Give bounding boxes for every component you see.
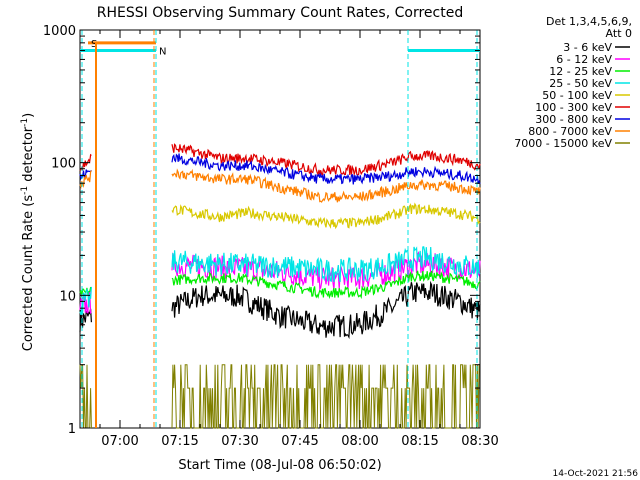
series-line — [79, 168, 481, 203]
legend-label: 300 - 800 keV — [535, 113, 612, 126]
timestamp: 14-Oct-2021 21:56 — [553, 469, 639, 479]
y-axis-label-mid: detector — [21, 126, 36, 186]
marker-group: SN — [80, 30, 480, 428]
x-axis-ticks: 07:00 07:15 07:30 07:45 08:00 08:15 08:30 — [79, 30, 499, 449]
x-tick-label: 08:00 — [341, 434, 378, 449]
x-tick-label: 07:30 — [221, 434, 258, 449]
legend-label: 25 - 50 keV — [549, 77, 612, 90]
legend-label: 50 - 100 keV — [542, 89, 612, 102]
series-line — [171, 202, 481, 230]
legend-header-line-1: Det 1,3,4,5,6,9, — [546, 15, 632, 28]
series-group — [79, 143, 481, 429]
legend-label: 800 - 7000 keV — [528, 125, 612, 138]
y-tick-label: 10 — [59, 289, 76, 304]
y-axis-label-sup2: -1 — [20, 118, 30, 127]
series-line — [79, 280, 481, 340]
legend-label: 12 - 25 keV — [549, 65, 612, 78]
plot-frame — [79, 29, 481, 429]
x-tick-label: 07:00 — [101, 434, 138, 449]
y-axis-ticks: 1 10 100 1000 — [43, 24, 480, 437]
marker-label: N — [159, 47, 166, 58]
x-tick-label: 07:45 — [281, 434, 318, 449]
chart-title: RHESSI Observing Summary Count Rates, Co… — [97, 5, 463, 21]
marker-label: S — [91, 39, 97, 50]
y-tick-label: 1000 — [43, 24, 76, 39]
legend-label: 3 - 6 keV — [563, 41, 612, 54]
legend-label: 6 - 12 keV — [556, 53, 612, 66]
series-line — [79, 270, 481, 300]
y-axis-label: Corrected Count Rate (s-1 detector-1) — [20, 113, 36, 351]
y-axis-label-sup1: -1 — [20, 186, 30, 195]
y-axis-label-end: ) — [21, 113, 36, 118]
legend-label: 7000 - 15000 keV — [514, 137, 612, 150]
legend-label: 100 - 300 keV — [535, 101, 612, 114]
y-tick-label: 100 — [51, 157, 76, 172]
x-tick-label: 08:30 — [461, 434, 498, 449]
x-tick-label: 07:15 — [161, 434, 198, 449]
y-axis-label-main: Corrected Count Rate (s — [21, 195, 36, 352]
series-line — [79, 364, 480, 429]
series-line — [79, 250, 481, 315]
y-tick-label: 1 — [68, 422, 76, 437]
x-axis-label: Start Time (08-Jul-08 06:50:02) — [178, 458, 381, 473]
legend-header-line-2: Att 0 — [606, 27, 632, 40]
x-tick-label: 08:15 — [401, 434, 438, 449]
